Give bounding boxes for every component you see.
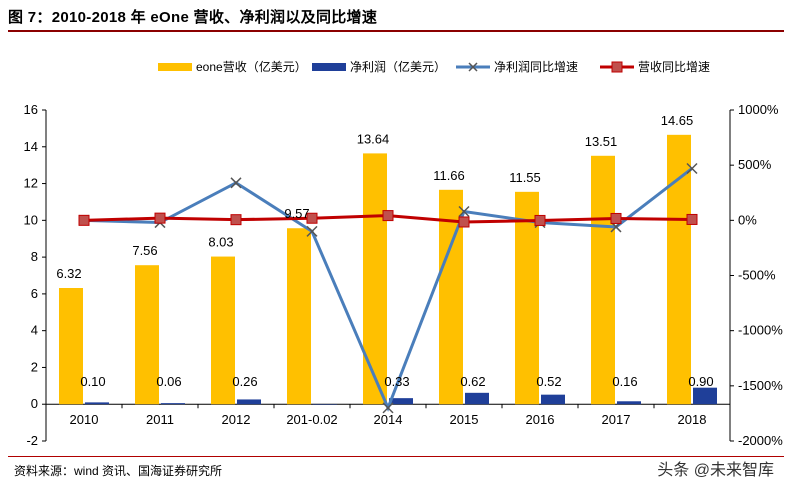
profit-growth-point	[230, 177, 242, 189]
revenue-growth-point	[534, 214, 546, 226]
profit-bar	[389, 398, 413, 405]
revenue-data-label: 8.03	[208, 235, 233, 250]
profit-bar	[237, 399, 261, 405]
y-left-tick-label: 0	[31, 396, 38, 411]
profit-data-label: 0.26	[232, 374, 257, 389]
data-labels: 6.32 7.56 8.03 9.57 13.64 11.66 11.55 13.51 14.6…	[56, 113, 713, 389]
y-left-tick-label: 12	[24, 176, 38, 191]
revenue-data-label: 13.51	[585, 134, 618, 149]
profit-bar	[313, 404, 337, 405]
revenue-bar	[363, 153, 387, 405]
revenue-bar	[591, 155, 615, 405]
revenue-data-label: 11.66	[433, 168, 465, 183]
y-left-tick-label: 6	[31, 286, 38, 301]
y-left-tick-label: 14	[24, 139, 38, 154]
profit-data-label: 0.52	[536, 374, 561, 389]
y-right-tick-label: -1000%	[738, 323, 783, 338]
revenue-growth-point	[610, 212, 622, 224]
y-right-tick-label: 500%	[738, 157, 772, 172]
y-left-tick-label: 8	[31, 249, 38, 264]
revenue-bar	[59, 288, 83, 405]
legend-label: 净利润同比增速	[494, 60, 578, 74]
revenue-data-label: 9.57	[284, 206, 309, 221]
legend-label: 净利润（亿美元）	[350, 59, 446, 74]
revenue-growth-point	[230, 214, 242, 226]
profit-data-label: 0.16	[612, 374, 637, 389]
x-tick-label: 2016	[526, 412, 555, 427]
profit-growth-point	[382, 402, 394, 414]
legend-swatch	[158, 63, 192, 71]
axes: -2 0 2 4 6 8 10 12 14 16 -2000% -1500% -1000% -500% 0%…	[24, 102, 784, 448]
revenue-bar	[667, 134, 691, 405]
revenue-growth-point	[306, 212, 318, 224]
revenue-growth-point	[78, 214, 90, 226]
chart-title: 图 7：2010-2018 年 eOne 营收、净利润以及同比增速	[8, 9, 378, 26]
profit-bar	[617, 401, 641, 405]
revenue-growth-point	[458, 216, 470, 228]
profit-bar	[85, 402, 109, 405]
x-tick-label: 201-0.02	[286, 412, 337, 427]
y-left-tick-label: 16	[24, 102, 38, 117]
x-tick-label: 2015	[450, 412, 479, 427]
x-tick-label: 2012	[222, 412, 251, 427]
revenue-data-label: 7.56	[132, 243, 157, 258]
x-tick-label: 2011	[146, 412, 174, 427]
y-left-tick-label: 10	[24, 212, 38, 227]
revenue-bar	[287, 228, 311, 405]
y-right-tick-label: -2000%	[738, 433, 783, 448]
profit-bar	[465, 392, 489, 405]
profit-data-label: 0.62	[460, 374, 485, 389]
x-tick-label: 2018	[678, 412, 707, 427]
x-tick-label: 2014	[374, 412, 403, 427]
legend-marker	[611, 61, 623, 73]
title-rule	[8, 30, 784, 32]
y-left-tick-label: 4	[31, 323, 38, 338]
profit-bar	[693, 387, 717, 405]
y-right-tick-label: -500%	[738, 268, 776, 283]
y-left-tick-label: 2	[31, 359, 38, 374]
y-right-tick-label: 0%	[738, 212, 757, 227]
profit-growth-point	[458, 205, 470, 218]
profit-bar	[541, 394, 565, 405]
x-tick-label: 2010	[70, 412, 99, 427]
profit-growth-point	[686, 162, 698, 175]
y-right-tick-label: -1500%	[738, 378, 783, 393]
x-tick-label: 2017	[602, 412, 631, 427]
legend-label: eone营收（亿美元）	[196, 59, 307, 74]
profit-data-label: 0.33	[384, 374, 409, 389]
y-right-tick-label: 1000%	[738, 102, 779, 117]
revenue-growth-point	[154, 212, 166, 224]
source-note: 资料来源：wind 资讯、国海证券研究所	[14, 464, 223, 478]
legend-swatch	[312, 63, 346, 71]
revenue-growth-point	[382, 210, 394, 222]
profit-data-label: 0.06	[156, 374, 181, 389]
bars	[59, 134, 717, 405]
y-left-tick-label: -2	[26, 433, 38, 448]
profit-growth-point	[306, 225, 318, 237]
profit-data-label: 0.10	[80, 374, 105, 389]
watermark: 头条 @未来智库	[657, 462, 774, 479]
revenue-data-label: 11.55	[509, 170, 541, 185]
profit-bar	[161, 403, 185, 405]
revenue-data-label: 13.64	[357, 131, 390, 146]
revenue-bar	[211, 256, 235, 405]
revenue-data-label: 14.65	[661, 113, 694, 128]
profit-data-label: 0.90	[688, 374, 713, 389]
legend-marker	[468, 62, 478, 72]
legend: eone营收（亿美元） 净利润（亿美元） 净利润同比增速 营收同比增速	[158, 59, 710, 74]
footer-rule	[8, 456, 784, 457]
revenue-data-label: 6.32	[56, 266, 81, 281]
lines	[78, 162, 698, 414]
revenue-growth-point	[686, 213, 698, 225]
revenue-bar	[135, 265, 159, 405]
legend-label: 营收同比增速	[638, 60, 710, 74]
